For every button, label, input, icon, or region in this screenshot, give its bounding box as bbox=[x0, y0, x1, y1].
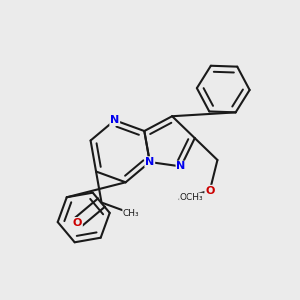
Text: N: N bbox=[176, 161, 186, 171]
Text: O: O bbox=[205, 186, 214, 196]
Text: N: N bbox=[110, 115, 119, 125]
Text: N: N bbox=[145, 157, 154, 167]
Text: O: O bbox=[73, 218, 82, 228]
Text: CH₃: CH₃ bbox=[123, 209, 140, 218]
Text: OCH₃: OCH₃ bbox=[179, 193, 203, 202]
